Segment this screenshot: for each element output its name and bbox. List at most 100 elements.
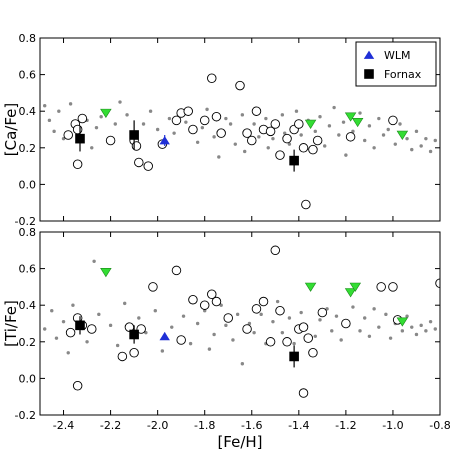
ti-fe-point-open-circle xyxy=(435,278,440,288)
ti-fe-ticks: -0.2 0.0 0.2 0.4 0.6 0.8 -2.4 -2.2 -2.0 -1.8 -1.6 -… xyxy=(15,226,451,432)
ca-fe-point-dot xyxy=(372,146,376,150)
ca-fe-point-open-circle xyxy=(72,159,83,170)
ca-fe-point-dot xyxy=(299,133,303,137)
ca-fe-point-dot xyxy=(61,136,66,141)
ca-fe-point-dot xyxy=(428,149,433,154)
ti-fe-point-dot xyxy=(287,316,292,320)
ca-fe-point-dot xyxy=(414,129,419,134)
ca-fe-point-dot xyxy=(337,133,341,137)
ca-fe-point-dot xyxy=(252,122,256,126)
ca-fe-point-dot xyxy=(99,114,103,119)
ca-fe-point-square xyxy=(289,155,299,166)
ca-fe-point-dot xyxy=(217,155,221,159)
ca-fe-point-open-circle xyxy=(388,115,398,126)
ca-fe-point-open-circle xyxy=(216,128,226,138)
ca-fe-point-dot xyxy=(294,109,299,113)
ti-fe-point-open-circle xyxy=(136,324,146,334)
ti-fe-point-dot xyxy=(97,312,101,317)
ti-fe-point-dot xyxy=(123,301,127,306)
ca-fe-point-dot xyxy=(94,125,99,130)
ca-fe-point-open-circle xyxy=(77,113,88,124)
ti-fe-point-dot xyxy=(313,334,317,339)
ca-fe-point-dot xyxy=(381,133,386,137)
ca-fe-point-dot xyxy=(118,100,122,104)
ti-fe-point-dot xyxy=(339,338,343,342)
ca-fe-point-dot xyxy=(233,142,237,146)
ca-fe-point-dot xyxy=(419,144,423,148)
ca-fe-point-dot xyxy=(327,124,332,128)
ti-fe-point-dot xyxy=(212,332,216,337)
ca-fe-point-open-circle xyxy=(235,80,245,91)
ti-fe-point-open-circle xyxy=(211,296,222,307)
ti-fe-point-open-circle xyxy=(176,335,186,345)
ti-fe-point-dot xyxy=(318,318,322,322)
ti-fe-point-open-circle xyxy=(376,282,386,292)
ti-fe-point-dot xyxy=(424,329,428,333)
ca-fe-point-open-circle xyxy=(265,126,276,137)
ca-fe-point-dot xyxy=(90,146,94,150)
ca-fe-point-open-circle xyxy=(72,124,83,135)
ti-fe-point-dot xyxy=(66,351,70,355)
ca-fe-point-open-circle xyxy=(275,150,285,160)
ca-fe-point-dot xyxy=(344,153,348,157)
ti-fe-point-dot xyxy=(153,308,157,313)
ti-fe-axes-frame xyxy=(39,231,441,416)
ti-fe-point-triangle-down xyxy=(349,282,362,292)
ti-fe-point-dot xyxy=(188,341,193,346)
ca-fe-point-dot xyxy=(424,136,428,141)
ti-fe-xtick-label: -2.4 xyxy=(53,419,74,432)
ti-fe-point-dot xyxy=(247,321,252,326)
ti-fe-ytick-label: 0.8 xyxy=(19,226,37,239)
ca-fe-point-open-circle xyxy=(247,135,257,146)
ti-fe-point-dot xyxy=(299,310,303,315)
ti-fe-xtick-label: -2.0 xyxy=(147,419,168,432)
ti-fe-xtick-label: -1.4 xyxy=(288,419,309,432)
ti-fe-point-dot xyxy=(207,347,212,351)
ca-fe-point-triangle-down xyxy=(351,117,364,128)
ca-fe-point-dot xyxy=(243,149,247,154)
ca-fe-point-dot xyxy=(47,118,52,123)
ti-fe-point-dot xyxy=(85,340,89,344)
ca-fe-point-open-circle xyxy=(199,115,210,126)
ti-fe-point-open-circle xyxy=(388,282,398,292)
ti-fe-point-dot xyxy=(384,312,388,317)
ca-fe-point-dot xyxy=(264,116,268,121)
ca-fe-point-dot xyxy=(228,122,233,126)
ti-fe-point-open-circle xyxy=(308,348,318,358)
ti-fe-point-dot xyxy=(400,329,405,333)
ti-fe-point-dot xyxy=(292,341,296,346)
ti-fe-point-dot xyxy=(71,303,75,307)
ti-fe-point-open-circle xyxy=(298,322,309,332)
ca-fe-point-open-circle xyxy=(312,135,323,146)
ca-fe-point-triangle-up xyxy=(159,136,170,145)
ca-fe-point-triangle-down xyxy=(344,112,357,122)
ca-fe-ytick-label: 0.2 xyxy=(19,142,37,155)
ca-fe-point-open-circle xyxy=(294,119,304,129)
ti-fe-ytick-label: -0.2 xyxy=(15,409,36,422)
ti-fe-point-dot xyxy=(170,325,174,329)
legend-marker-wlm xyxy=(363,50,375,59)
ti-fe-point-dot xyxy=(372,307,376,311)
ti-fe-xtick-label: -1.0 xyxy=(382,419,403,432)
legend-item-wlm: WLM xyxy=(363,49,411,62)
ti-fe-marks xyxy=(43,245,440,398)
ti-fe-point-dot xyxy=(195,321,200,326)
ti-fe-point-dot xyxy=(271,319,275,324)
ti-fe-point-dot xyxy=(275,299,280,304)
ti-fe-point-dot xyxy=(405,314,409,318)
ti-fe-point-dot xyxy=(224,323,228,328)
ti-fe-point-open-circle xyxy=(117,351,128,362)
ti-fe-point-triangle-down xyxy=(344,288,357,298)
ca-fe-point-dot xyxy=(433,138,437,143)
ca-fe-point-dot xyxy=(212,135,216,139)
ti-fe-point-dot xyxy=(330,329,334,333)
ca-fe-point-dot xyxy=(172,131,176,135)
ca-fe-point-dot xyxy=(125,113,129,117)
ca-fe-point-open-circle xyxy=(188,124,198,135)
ti-fe-point-dot xyxy=(115,343,120,348)
ti-fe-point-dot xyxy=(388,336,393,340)
ti-fe-point-open-circle xyxy=(270,245,281,256)
ti-fe-point-open-circle xyxy=(298,388,309,398)
ca-fe-point-open-circle xyxy=(251,106,262,116)
ca-fe-ticks: -0.2 0.0 0.2 0.4 0.6 0.8 xyxy=(15,32,441,228)
